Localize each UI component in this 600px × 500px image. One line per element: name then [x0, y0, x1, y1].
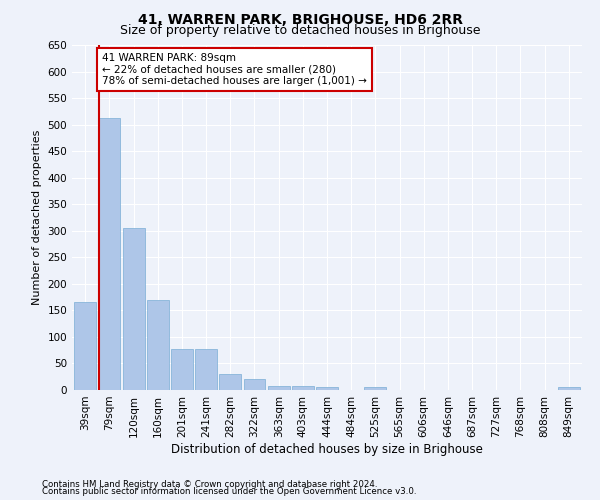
Text: 41, WARREN PARK, BRIGHOUSE, HD6 2RR: 41, WARREN PARK, BRIGHOUSE, HD6 2RR	[137, 12, 463, 26]
Bar	[98, 118, 121, 390]
Bar	[147, 300, 169, 390]
Bar	[123, 228, 145, 390]
Bar	[268, 386, 290, 390]
X-axis label: Distribution of detached houses by size in Brighouse: Distribution of detached houses by size …	[171, 442, 483, 456]
Bar	[292, 386, 314, 390]
Text: Contains public sector information licensed under the Open Government Licence v3: Contains public sector information licen…	[42, 487, 416, 496]
Text: Size of property relative to detached houses in Brighouse: Size of property relative to detached ho…	[120, 24, 480, 37]
Bar	[244, 380, 265, 390]
Bar	[74, 302, 96, 390]
Bar	[364, 388, 386, 390]
Text: Contains HM Land Registry data © Crown copyright and database right 2024.: Contains HM Land Registry data © Crown c…	[42, 480, 377, 489]
Bar	[220, 374, 241, 390]
Bar	[171, 349, 193, 390]
Y-axis label: Number of detached properties: Number of detached properties	[32, 130, 42, 305]
Bar	[316, 388, 338, 390]
Bar	[558, 388, 580, 390]
Text: 41 WARREN PARK: 89sqm
← 22% of detached houses are smaller (280)
78% of semi-det: 41 WARREN PARK: 89sqm ← 22% of detached …	[102, 53, 367, 86]
Bar	[195, 349, 217, 390]
